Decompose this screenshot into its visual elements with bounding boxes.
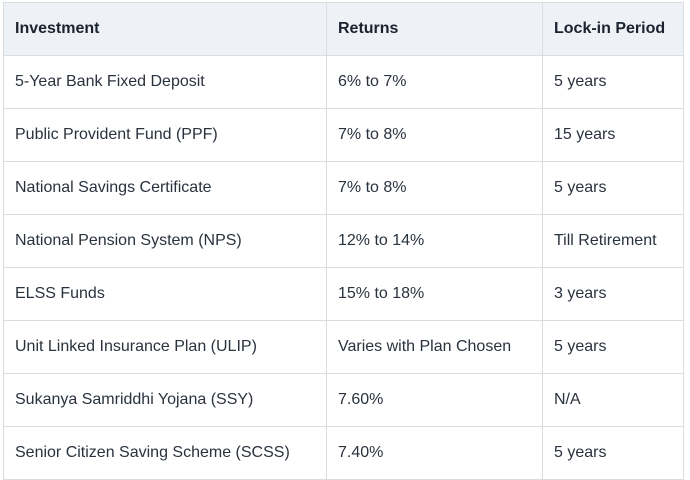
cell-investment: 5-Year Bank Fixed Deposit bbox=[3, 55, 327, 109]
cell-lock-in: 5 years bbox=[542, 320, 684, 374]
cell-investment: Sukanya Samriddhi Yojana (SSY) bbox=[3, 373, 327, 427]
cell-lock-in: 5 years bbox=[542, 55, 684, 109]
cell-lock-in: N/A bbox=[542, 373, 684, 427]
cell-returns: 7% to 8% bbox=[326, 108, 543, 162]
cell-investment: ELSS Funds bbox=[3, 267, 327, 321]
cell-investment: Public Provident Fund (PPF) bbox=[3, 108, 327, 162]
cell-investment: Senior Citizen Saving Scheme (SCSS) bbox=[3, 426, 327, 480]
cell-investment: Unit Linked Insurance Plan (ULIP) bbox=[3, 320, 327, 374]
table-row: Sukanya Samriddhi Yojana (SSY) 7.60% N/A bbox=[3, 373, 684, 427]
cell-returns: 15% to 18% bbox=[326, 267, 543, 321]
cell-lock-in: 5 years bbox=[542, 426, 684, 480]
table-container: Investment Returns Lock-in Period 5-Year… bbox=[3, 2, 684, 480]
cell-lock-in: Till Retirement bbox=[542, 214, 684, 268]
table-row: Unit Linked Insurance Plan (ULIP) Varies… bbox=[3, 320, 684, 374]
table-row: National Pension System (NPS) 12% to 14%… bbox=[3, 214, 684, 268]
cell-lock-in: 15 years bbox=[542, 108, 684, 162]
cell-returns: 7.60% bbox=[326, 373, 543, 427]
cell-returns: 7% to 8% bbox=[326, 161, 543, 215]
table-row: Public Provident Fund (PPF) 7% to 8% 15 … bbox=[3, 108, 684, 162]
table-row: National Savings Certificate 7% to 8% 5 … bbox=[3, 161, 684, 215]
header-lock-in-period: Lock-in Period bbox=[542, 2, 684, 56]
cell-returns: Varies with Plan Chosen bbox=[326, 320, 543, 374]
investment-comparison-table: Investment Returns Lock-in Period 5-Year… bbox=[3, 2, 684, 480]
cell-returns: 12% to 14% bbox=[326, 214, 543, 268]
header-investment: Investment bbox=[3, 2, 327, 56]
cell-returns: 6% to 7% bbox=[326, 55, 543, 109]
table-row: Senior Citizen Saving Scheme (SCSS) 7.40… bbox=[3, 426, 684, 480]
cell-lock-in: 5 years bbox=[542, 161, 684, 215]
cell-returns: 7.40% bbox=[326, 426, 543, 480]
header-returns: Returns bbox=[326, 2, 543, 56]
table-row: ELSS Funds 15% to 18% 3 years bbox=[3, 267, 684, 321]
table-row: 5-Year Bank Fixed Deposit 6% to 7% 5 yea… bbox=[3, 55, 684, 109]
cell-investment: National Savings Certificate bbox=[3, 161, 327, 215]
cell-investment: National Pension System (NPS) bbox=[3, 214, 327, 268]
cell-lock-in: 3 years bbox=[542, 267, 684, 321]
table-header-row: Investment Returns Lock-in Period bbox=[3, 2, 684, 56]
